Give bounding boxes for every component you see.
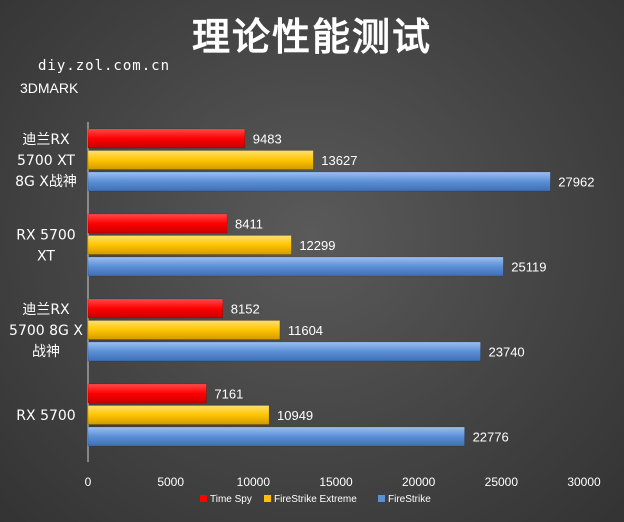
category-label: RX 5700 xyxy=(16,408,75,424)
bar xyxy=(87,298,224,319)
data-label: 10949 xyxy=(277,408,313,423)
x-tick-label: 10000 xyxy=(237,475,271,489)
category-label: 战神 xyxy=(32,344,60,360)
bar xyxy=(87,426,465,447)
data-label: 22776 xyxy=(473,430,509,445)
bar xyxy=(87,213,228,234)
x-tick-label: 20000 xyxy=(402,475,436,489)
bar xyxy=(87,150,314,170)
bar xyxy=(87,341,481,362)
x-tick-label: 30000 xyxy=(567,475,601,489)
data-label: 23740 xyxy=(489,345,525,360)
bar xyxy=(87,128,246,149)
bar xyxy=(87,320,281,340)
category-label: RX 5700 xyxy=(16,228,75,244)
data-label: 25119 xyxy=(511,260,546,275)
category-label: 5700 8G X xyxy=(9,323,83,339)
legend-label: FireStrike xyxy=(388,494,431,505)
category-label: XT xyxy=(37,249,55,265)
data-label: 12299 xyxy=(299,238,335,253)
data-label: 13627 xyxy=(321,153,357,168)
x-tick-label: 5000 xyxy=(157,475,184,489)
x-tick-label: 0 xyxy=(85,475,92,489)
category-label: 8G X战神 xyxy=(15,174,77,190)
data-label: 27962 xyxy=(558,175,594,190)
legend-label: FireStrike Extreme xyxy=(274,494,357,505)
data-label: 8152 xyxy=(231,302,260,317)
data-label: 8411 xyxy=(235,217,263,232)
legend-swatch xyxy=(378,495,385,502)
data-label: 11604 xyxy=(288,323,323,338)
legend-swatch xyxy=(200,495,207,502)
bar xyxy=(87,171,551,192)
source-watermark: diy.zol.com.cn xyxy=(38,58,171,74)
legend-label: Time Spy xyxy=(210,494,252,505)
x-tick-label: 25000 xyxy=(485,475,519,489)
page-title: 理论性能测试 xyxy=(191,15,432,59)
benchmark-label: 3DMARK xyxy=(20,80,79,96)
bar xyxy=(87,405,270,425)
x-tick-label: 15000 xyxy=(319,475,353,489)
bar xyxy=(87,235,292,255)
bar xyxy=(87,383,207,404)
bar xyxy=(87,256,504,277)
category-label: 5700 XT xyxy=(17,153,75,169)
category-label: 迪兰RX xyxy=(22,132,70,148)
legend-swatch xyxy=(264,495,271,502)
category-label: 迪兰RX xyxy=(22,302,70,318)
data-label: 7161 xyxy=(214,387,243,402)
data-label: 9483 xyxy=(253,132,282,147)
